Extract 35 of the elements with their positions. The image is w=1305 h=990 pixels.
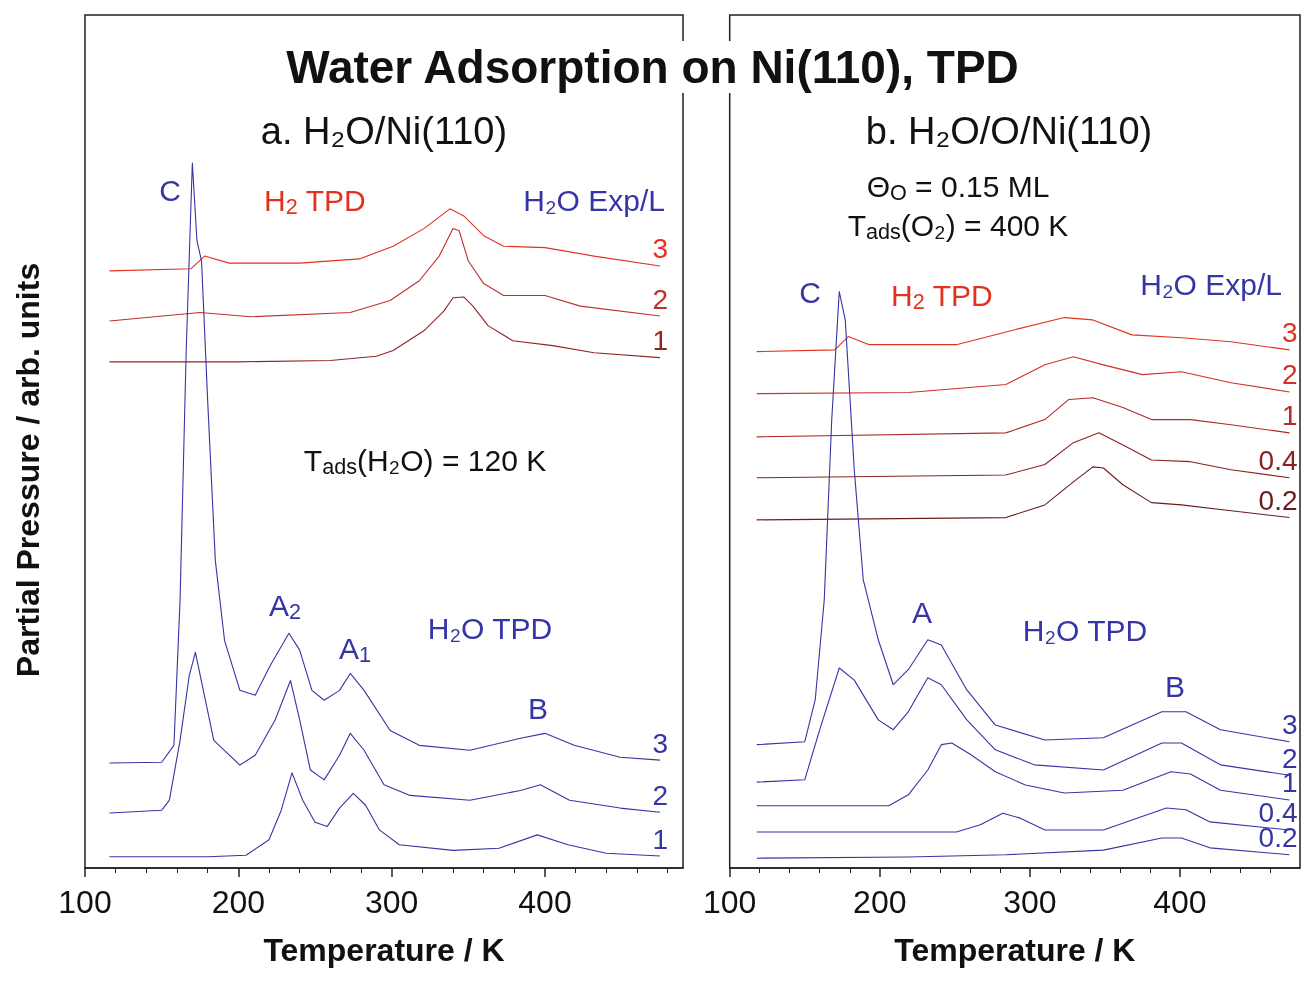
- series-label: 0.2: [1258, 485, 1298, 517]
- annotation: B: [1164, 669, 1186, 703]
- x-tick-label: 400: [518, 884, 572, 920]
- series-label: 2: [1281, 359, 1298, 391]
- series-label: 2: [652, 779, 668, 811]
- series-label: 1: [652, 325, 668, 357]
- series-label: 0.4: [1258, 445, 1298, 477]
- y-axis-title: Partial Pressure / arb. units: [10, 262, 46, 678]
- series-label: 1: [1281, 400, 1298, 432]
- annotation: A: [911, 595, 933, 629]
- series-label: 3: [1281, 709, 1298, 741]
- chart-subtitle: b. H₂O/O/Ni(110): [865, 110, 1153, 152]
- chart-subtitle: a. H₂O/Ni(110): [260, 110, 508, 152]
- x-tick-label: 100: [703, 884, 757, 920]
- series-label: 1: [652, 823, 668, 855]
- annotation: B: [527, 691, 549, 725]
- series-label: 2: [652, 283, 668, 315]
- annotation: H₂O TPD: [427, 611, 553, 645]
- annotation: H₂O TPD: [1022, 613, 1148, 647]
- x-tick-label: 200: [853, 884, 907, 920]
- legend-title: H₂O Exp/L: [1140, 268, 1282, 302]
- annotation: C: [159, 173, 181, 207]
- x-tick-label: 200: [211, 884, 266, 920]
- x-axis-title: Temperature / K: [263, 932, 505, 968]
- series-label: 3: [1281, 317, 1298, 349]
- x-tick-label: 300: [364, 884, 419, 920]
- annotation: C: [799, 275, 821, 309]
- legend-title: H₂O Exp/L: [523, 184, 665, 218]
- x-tick-label: 100: [58, 884, 112, 920]
- series-label: 3: [652, 727, 668, 759]
- x-tick-label: 400: [1153, 884, 1207, 920]
- chart-title: Water Adsorption on Ni(110), TPD: [280, 41, 1025, 93]
- x-tick-label: 300: [1003, 884, 1057, 920]
- x-axis-title: Temperature / K: [894, 932, 1136, 968]
- series-label: 3: [652, 233, 668, 265]
